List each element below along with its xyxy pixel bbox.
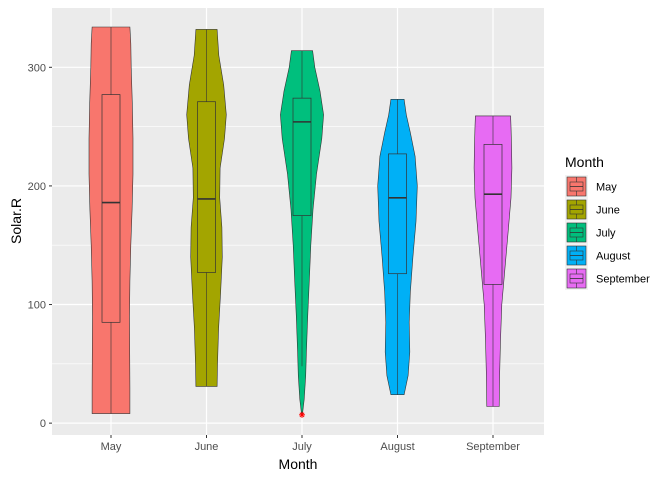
box-july (292, 97, 312, 216)
box-june (197, 101, 216, 273)
outlier-marker (299, 412, 305, 418)
x-tick-label: July (292, 441, 312, 453)
y-axis-title: Solar.R (8, 198, 24, 244)
violin-june (186, 29, 227, 387)
legend-label-may: May (596, 182, 617, 194)
box-august (388, 153, 407, 275)
y-tick-label: 0 (40, 418, 46, 430)
y-tick-label: 100 (28, 300, 46, 312)
y-tick-label: 200 (28, 181, 46, 193)
box-may (101, 94, 121, 323)
legend-label-september: September (596, 274, 650, 286)
y-axis: 0 100 200 300 (28, 62, 52, 430)
boxplots (101, 26, 503, 418)
legend-label-august: August (596, 251, 630, 263)
legend-title: Month (565, 154, 604, 170)
y-tick-label: 300 (28, 62, 46, 74)
violin-september (473, 115, 513, 407)
violin-may (88, 26, 134, 414)
x-tick-label: May (101, 441, 122, 453)
x-tick-label: June (195, 441, 219, 453)
violin-august (377, 99, 418, 395)
box-september (483, 144, 503, 285)
legend-label-july: July (596, 228, 616, 240)
violins (88, 26, 513, 416)
x-axis-title: Month (279, 456, 318, 472)
x-tick-label: September (466, 441, 520, 453)
legend: Month May June July August September (565, 154, 650, 290)
x-axis: May June July August September (101, 435, 520, 453)
x-tick-label: August (380, 441, 414, 453)
legend-label-june: June (596, 205, 620, 217)
